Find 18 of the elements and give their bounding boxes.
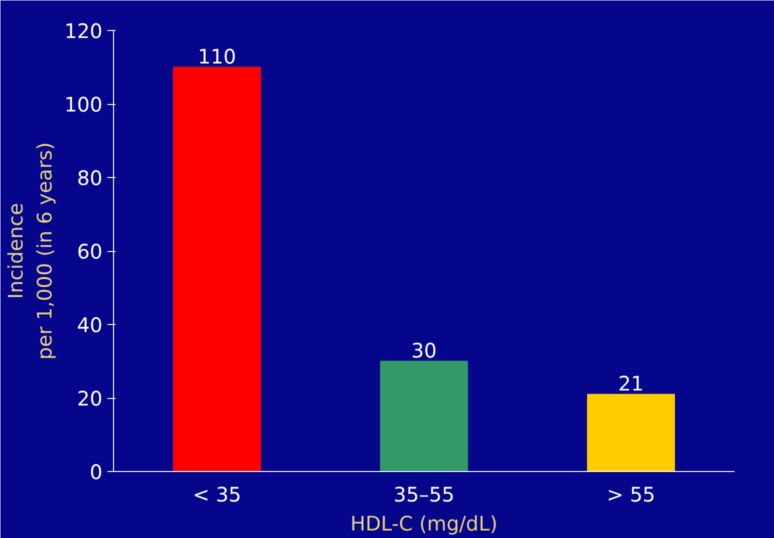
data-label: 110 bbox=[198, 44, 236, 68]
bar bbox=[587, 394, 675, 472]
y-axis-title: Incidence per 1,000 (in 6 years) bbox=[4, 142, 56, 360]
data-label: 30 bbox=[411, 338, 437, 362]
x-tick-label: > 55 bbox=[606, 482, 656, 506]
y-tick-label: 100 bbox=[64, 92, 103, 116]
x-axis-title: HDL-C (mg/dL) bbox=[350, 512, 498, 536]
bar bbox=[380, 360, 468, 472]
y-tick-label: 0 bbox=[90, 460, 103, 484]
y-tick-label: 120 bbox=[64, 19, 103, 43]
y-tick-label: 20 bbox=[77, 386, 103, 410]
y-tick-label: 60 bbox=[77, 240, 103, 264]
data-label: 21 bbox=[618, 371, 644, 396]
y-tick-label: 80 bbox=[77, 166, 103, 190]
x-tick-label: 35–55 bbox=[394, 482, 454, 506]
y-tick-label: 40 bbox=[77, 313, 103, 337]
x-tick-label: < 35 bbox=[192, 482, 242, 506]
bar bbox=[173, 66, 261, 472]
